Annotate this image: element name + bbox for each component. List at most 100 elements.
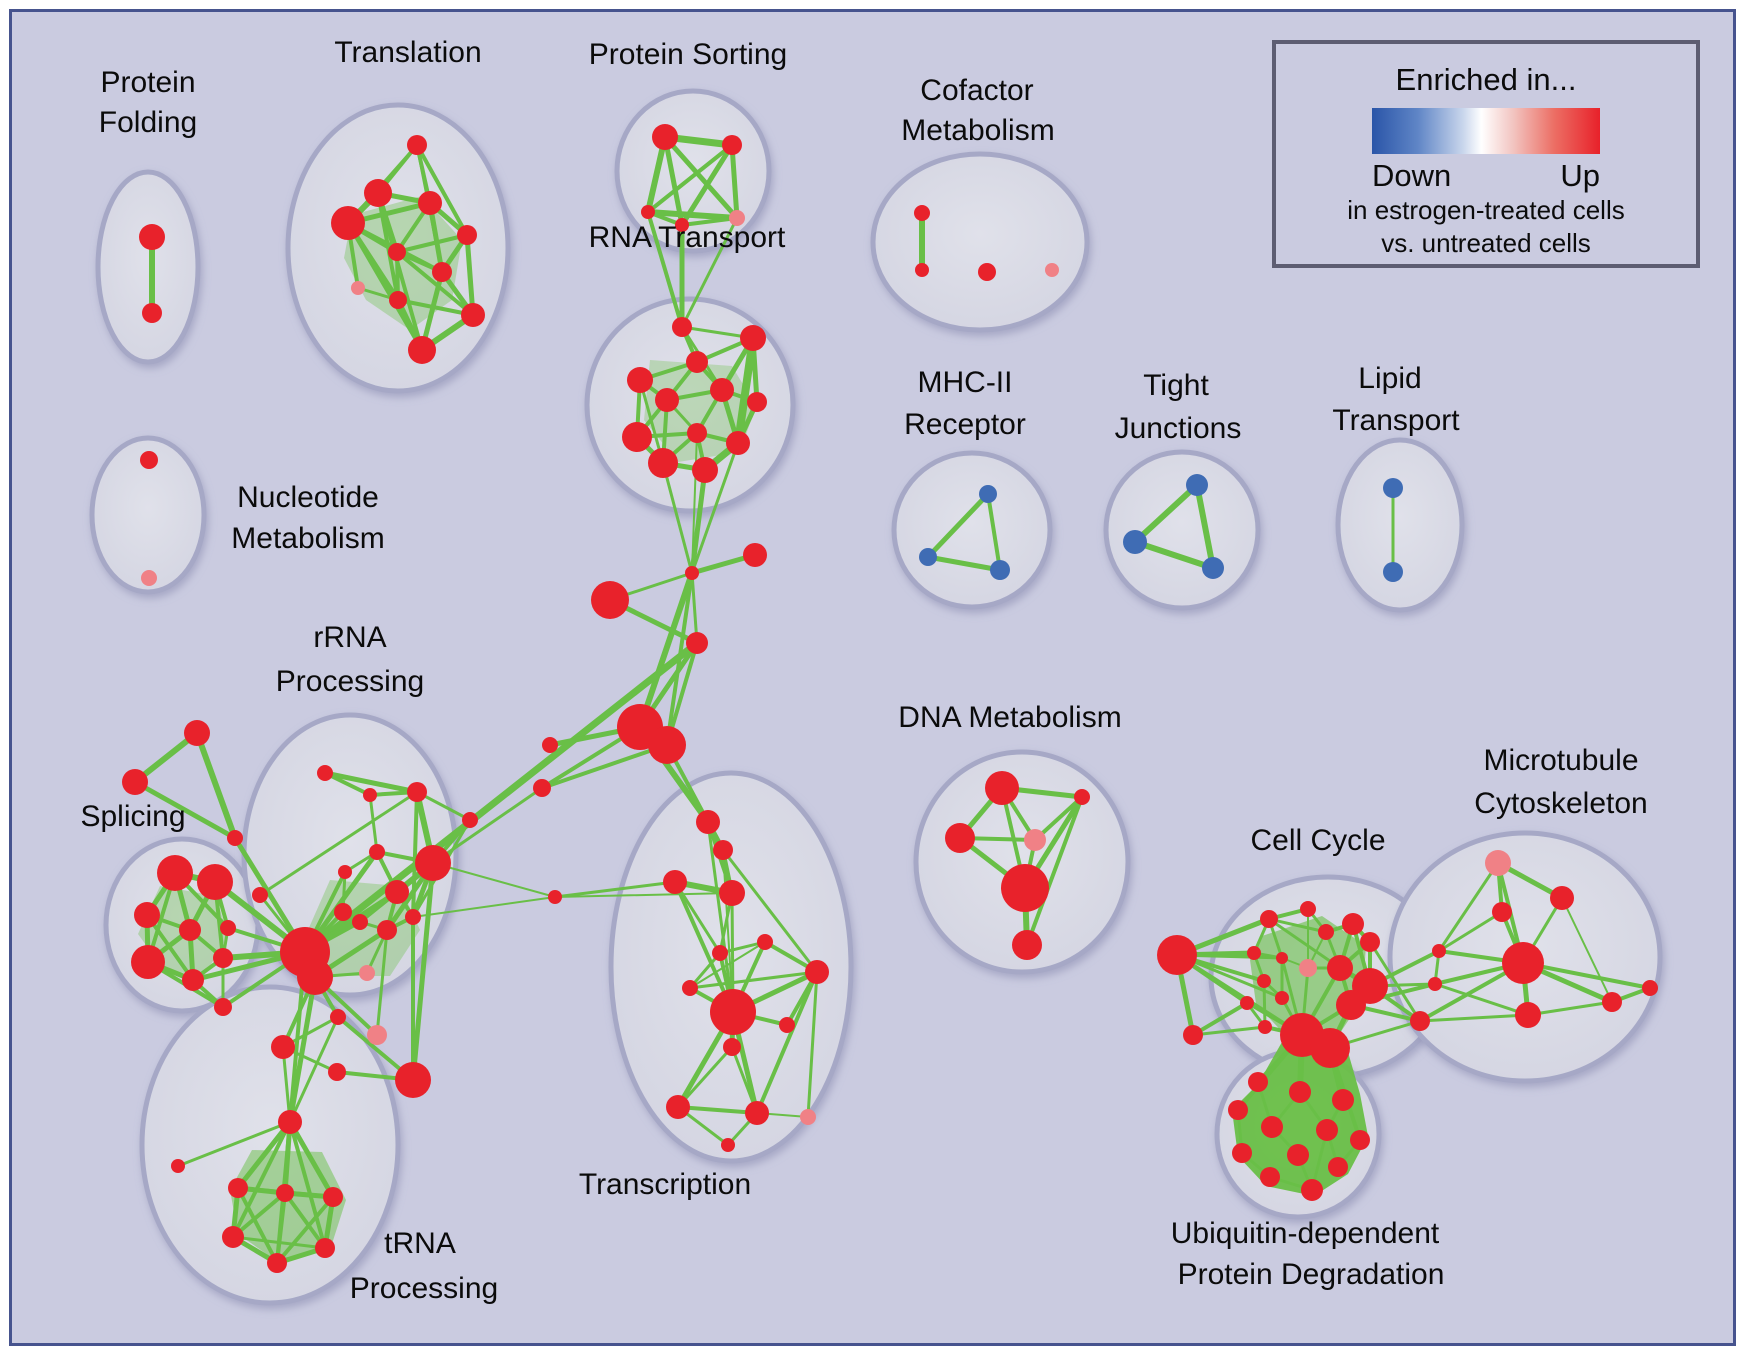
- gene-set-node: [140, 451, 158, 469]
- gene-set-node: [682, 980, 698, 996]
- graph-edge: [1433, 982, 1530, 1017]
- gene-set-node: [533, 779, 551, 797]
- gene-set-node: [278, 1110, 302, 1134]
- gene-set-node: [328, 1063, 346, 1081]
- graph-edge: [132, 730, 200, 785]
- gene-set-node: [1301, 1179, 1323, 1201]
- graph-edge: [1025, 795, 1084, 947]
- cluster-label: Lipid: [1358, 362, 1421, 395]
- graph-edge: [1526, 1000, 1614, 1017]
- gene-set-node: [415, 845, 451, 881]
- cluster-ellipse-tight-junctions: [1103, 449, 1261, 611]
- gene-set-node: [457, 225, 477, 245]
- gene-set-node: [220, 920, 236, 936]
- gene-set-node: [213, 948, 233, 968]
- gene-set-node: [685, 566, 699, 580]
- gene-set-node: [315, 1238, 335, 1258]
- gene-set-node: [214, 998, 232, 1016]
- graph-edge: [986, 492, 1002, 572]
- gene-set-node: [663, 870, 687, 894]
- gene-set-node: [134, 902, 160, 928]
- cluster-label: Nucleotide: [237, 481, 379, 514]
- graph-edge: [661, 461, 694, 575]
- cluster-label: Receptor: [904, 408, 1026, 441]
- cluster-label: Tight: [1143, 369, 1209, 402]
- gene-set-node: [385, 880, 409, 904]
- graph-edge: [662, 134, 685, 228]
- gene-set-node: [1260, 1167, 1280, 1187]
- gene-set-node: [179, 919, 201, 941]
- gene-set-node: [627, 367, 653, 393]
- gene-set-node: [1183, 1025, 1203, 1045]
- gene-set-node: [157, 855, 193, 891]
- graph-edge: [376, 191, 424, 352]
- graph-edge: [689, 941, 766, 989]
- gene-set-node: [945, 823, 975, 853]
- gene-set-node: [722, 135, 742, 155]
- cluster-label: Transport: [1332, 404, 1460, 437]
- graph-edge: [680, 216, 739, 329]
- graph-edge: [1191, 1001, 1249, 1037]
- gene-set-node: [1383, 562, 1403, 582]
- gene-set-node: [432, 262, 452, 282]
- graph-edge: [1132, 482, 1200, 545]
- graph-edge: [258, 790, 419, 897]
- graph-edge: [283, 1191, 327, 1250]
- graph-edge: [194, 730, 238, 841]
- gene-set-node: [1257, 974, 1271, 988]
- gene-set-node: [1310, 1028, 1350, 1068]
- gene-set-node: [1247, 946, 1261, 960]
- gene-set-node: [1276, 952, 1288, 964]
- gene-set-node: [1074, 789, 1090, 805]
- gene-set-node: [1261, 1116, 1283, 1138]
- graph-edge: [1561, 897, 1613, 1003]
- gene-set-node: [1299, 959, 1317, 977]
- cluster-label: Ubiquitin-dependent: [1171, 1217, 1440, 1250]
- graph-edge: [673, 880, 722, 955]
- gene-set-node: [712, 945, 728, 961]
- gene-set-node: [462, 812, 478, 828]
- graph-edge: [410, 860, 436, 1083]
- gene-set-node: [692, 457, 718, 483]
- gene-set-node: [317, 765, 333, 781]
- gene-set-node: [805, 960, 829, 984]
- graph-edge: [679, 142, 735, 228]
- gene-set-node: [672, 317, 692, 337]
- graph-edge: [322, 770, 420, 795]
- gene-set-node: [359, 965, 375, 981]
- gene-set-node: [979, 485, 997, 503]
- graph-edge: [432, 862, 556, 898]
- gene-set-node: [710, 989, 756, 1035]
- gene-set-node: [1602, 992, 1622, 1012]
- graph-edge: [275, 1195, 335, 1265]
- gene-set-node: [395, 1062, 431, 1098]
- gene-set-node: [131, 945, 165, 979]
- gene-set-node: [364, 179, 392, 207]
- cluster-label: MHC-II: [918, 366, 1013, 399]
- gene-set-node: [1012, 930, 1042, 960]
- gene-set-node: [740, 325, 766, 351]
- gene-set-node: [407, 135, 427, 155]
- gene-set-node: [389, 291, 407, 309]
- graph-edge: [706, 820, 735, 1014]
- cluster-label: RNA Transport: [589, 221, 786, 254]
- gene-set-node: [222, 1226, 244, 1248]
- gene-set-node: [1287, 1144, 1309, 1166]
- graph-edge: [231, 1120, 292, 1239]
- gene-set-node: [696, 810, 720, 834]
- gene-set-node: [1432, 944, 1446, 958]
- cluster-ellipse-lipid-transport: [1335, 437, 1465, 613]
- graph-edge: [1521, 961, 1652, 990]
- gene-set-node: [1492, 902, 1512, 922]
- cluster-label: Cell Cycle: [1250, 824, 1385, 857]
- gene-set-node: [267, 1253, 287, 1273]
- gene-set-node: [548, 890, 562, 904]
- gene-set-node: [1186, 474, 1208, 496]
- cluster-label: Metabolism: [901, 114, 1054, 147]
- gene-set-node: [666, 1095, 690, 1119]
- gene-set-node: [171, 1159, 185, 1173]
- legend-title: Enriched in...: [1395, 62, 1577, 97]
- gene-set-node: [271, 1035, 295, 1059]
- gene-set-node: [687, 423, 707, 443]
